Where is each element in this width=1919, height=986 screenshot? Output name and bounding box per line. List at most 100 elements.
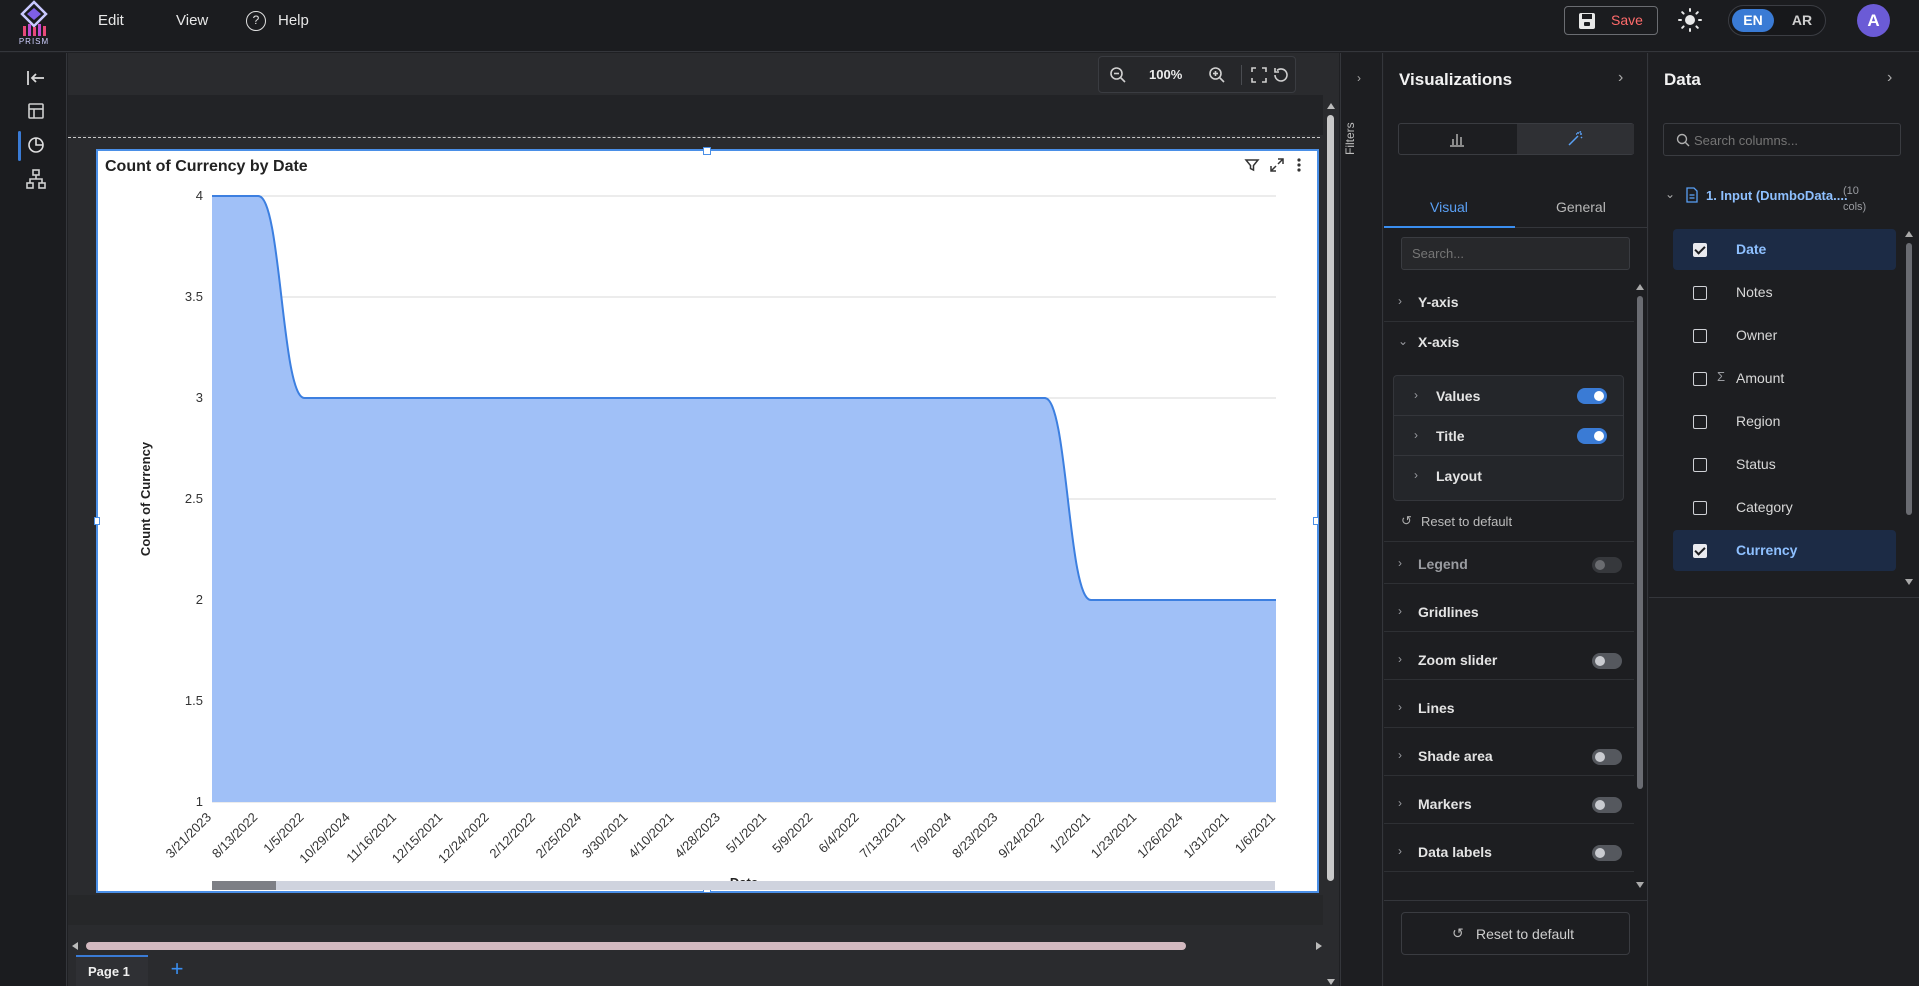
field-row-status[interactable]: Status — [1673, 444, 1896, 485]
canvas-horizontal-scrollbar[interactable] — [72, 939, 1324, 953]
scroll-down-arrow-icon[interactable] — [1636, 882, 1644, 888]
field-row-currency[interactable]: Currency — [1673, 530, 1896, 571]
bar-chart-tab-icon[interactable] — [1399, 124, 1517, 154]
canvas-vertical-scrollbar[interactable] — [1324, 103, 1338, 985]
subsection-title[interactable]: › Title — [1394, 416, 1623, 456]
section-y-axis[interactable]: › Y-axis — [1384, 282, 1634, 322]
shade-area-toggle[interactable] — [1592, 749, 1622, 765]
collapse-sidebar-icon[interactable] — [24, 66, 48, 90]
viz-search-input[interactable] — [1401, 237, 1630, 270]
scroll-up-arrow-icon[interactable] — [1327, 103, 1335, 109]
menu-help[interactable]: Help — [278, 12, 309, 29]
resize-handle-right[interactable] — [1313, 517, 1319, 525]
chart-filter-icon[interactable] — [1244, 157, 1260, 173]
top-bar: PRISM Edit View ? Help Save EN AR A — [0, 0, 1919, 52]
section-x-axis[interactable]: ⌄ X-axis — [1384, 322, 1634, 362]
resize-handle-left[interactable] — [94, 517, 100, 525]
section-y-axis-label: Y-axis — [1418, 294, 1459, 310]
tab-visual[interactable]: Visual — [1384, 188, 1515, 228]
section-lines-label: Lines — [1418, 700, 1455, 716]
field-checkbox[interactable] — [1693, 458, 1707, 472]
zoom-in-icon[interactable] — [1208, 66, 1226, 84]
user-avatar[interactable]: A — [1857, 4, 1890, 37]
canvas-bottom-band — [68, 895, 1323, 925]
scroll-left-arrow-icon[interactable] — [72, 942, 78, 950]
lang-ar-button[interactable]: AR — [1791, 12, 1813, 28]
lang-en-button[interactable]: EN — [1732, 9, 1774, 32]
add-page-button[interactable]: + — [170, 956, 184, 981]
section-data-labels[interactable]: › Data labels — [1384, 832, 1634, 872]
field-row-owner[interactable]: Owner — [1673, 315, 1896, 356]
data-panel-scrollbar[interactable] — [1903, 231, 1915, 589]
section-gridlines[interactable]: › Gridlines — [1384, 592, 1634, 632]
filters-label: Filters — [1343, 122, 1357, 155]
page-tab-1[interactable]: Page 1 — [76, 955, 148, 986]
subsection-values[interactable]: › Values — [1394, 376, 1623, 416]
data-panel-collapse-chevron-icon[interactable]: › — [1887, 69, 1893, 86]
field-checkbox[interactable] — [1693, 243, 1707, 257]
x-tick-label: 1/2/2021 — [1047, 810, 1093, 856]
layout-icon[interactable] — [24, 99, 48, 123]
field-checkbox[interactable] — [1693, 415, 1707, 429]
section-zoom-slider[interactable]: › Zoom slider — [1384, 640, 1634, 680]
viz-panel-collapse-chevron-icon[interactable]: › — [1618, 69, 1624, 86]
zoom-out-icon[interactable] — [1109, 66, 1127, 84]
subsection-layout[interactable]: › Layout — [1394, 456, 1623, 496]
field-row-category[interactable]: Category — [1673, 487, 1896, 528]
hierarchy-icon[interactable] — [24, 167, 48, 191]
column-search-input[interactable] — [1694, 129, 1894, 151]
help-icon[interactable]: ? — [246, 11, 266, 31]
chart-expand-icon[interactable] — [1269, 157, 1285, 173]
scroll-right-arrow-icon[interactable] — [1316, 942, 1322, 950]
scroll-down-arrow-icon[interactable] — [1327, 979, 1335, 985]
field-checkbox[interactable] — [1693, 329, 1707, 343]
chart-more-options-icon[interactable] — [1294, 157, 1304, 173]
section-shade-area[interactable]: › Shade area — [1384, 736, 1634, 776]
menu-view[interactable]: View — [176, 12, 209, 29]
resize-handle-top[interactable] — [703, 147, 711, 155]
theme-toggle-sun-icon[interactable] — [1678, 8, 1702, 32]
scroll-up-arrow-icon[interactable] — [1636, 284, 1644, 290]
field-checkbox[interactable] — [1693, 372, 1707, 386]
data-labels-toggle[interactable] — [1592, 845, 1622, 861]
field-row-amount[interactable]: Σ Amount — [1673, 358, 1896, 399]
magic-wand-tab-icon[interactable] — [1517, 124, 1634, 154]
field-row-region[interactable]: Region — [1673, 401, 1896, 442]
field-checkbox[interactable] — [1693, 501, 1707, 515]
title-toggle[interactable] — [1577, 428, 1607, 444]
x-tick-label: 6/4/2022 — [815, 810, 861, 856]
zoom-slider-toggle[interactable] — [1592, 653, 1622, 669]
fit-to-screen-icon[interactable] — [1250, 66, 1268, 84]
scroll-up-arrow-icon[interactable] — [1905, 231, 1913, 237]
scroll-down-arrow-icon[interactable] — [1905, 579, 1913, 585]
section-markers[interactable]: › Markers — [1384, 784, 1634, 824]
field-label: Region — [1736, 413, 1781, 429]
reset-zoom-icon[interactable] — [1272, 66, 1290, 84]
viz-panel-scrollbar[interactable] — [1634, 282, 1646, 894]
section-lines[interactable]: › Lines — [1384, 688, 1634, 728]
x-tick-label: 1/6/2021 — [1232, 810, 1278, 856]
x-tick-label: 4/10/2021 — [625, 810, 677, 862]
field-checkbox[interactable] — [1693, 286, 1707, 300]
chart-visual[interactable]: 4 3.5 3 2.5 2 1.5 1 3/21/2023 8/13/2022 1/5/2022 1… — [94, 147, 1319, 893]
data-source-row[interactable]: ⌄ 1. Input (DumboData.... (10 cols) — [1649, 181, 1909, 221]
app-logo[interactable]: PRISM — [10, 0, 58, 46]
menu-edit[interactable]: Edit — [98, 12, 124, 29]
chart-pie-icon[interactable] — [24, 133, 48, 157]
reset-to-default-button[interactable]: ↺ Reset to default — [1401, 912, 1630, 955]
field-checkbox[interactable] — [1693, 544, 1707, 558]
section-legend[interactable]: › Legend — [1384, 544, 1634, 584]
filters-panel-collapsed[interactable]: › Filters — [1340, 53, 1383, 986]
filters-expand-chevron-icon[interactable]: › — [1357, 71, 1361, 85]
tab-general[interactable]: General — [1515, 188, 1648, 228]
legend-toggle[interactable] — [1592, 557, 1622, 573]
field-row-date[interactable]: Date — [1673, 229, 1896, 270]
chart-zoom-slider[interactable] — [212, 881, 1275, 890]
y-tick-label: 2.5 — [185, 491, 203, 506]
chart-zoom-slider-handle[interactable] — [212, 881, 276, 890]
chevron-right-icon: › — [1414, 468, 1418, 482]
save-button[interactable]: Save — [1564, 6, 1658, 35]
values-toggle[interactable] — [1577, 388, 1607, 404]
field-row-notes[interactable]: Notes — [1673, 272, 1896, 313]
markers-toggle[interactable] — [1592, 797, 1622, 813]
